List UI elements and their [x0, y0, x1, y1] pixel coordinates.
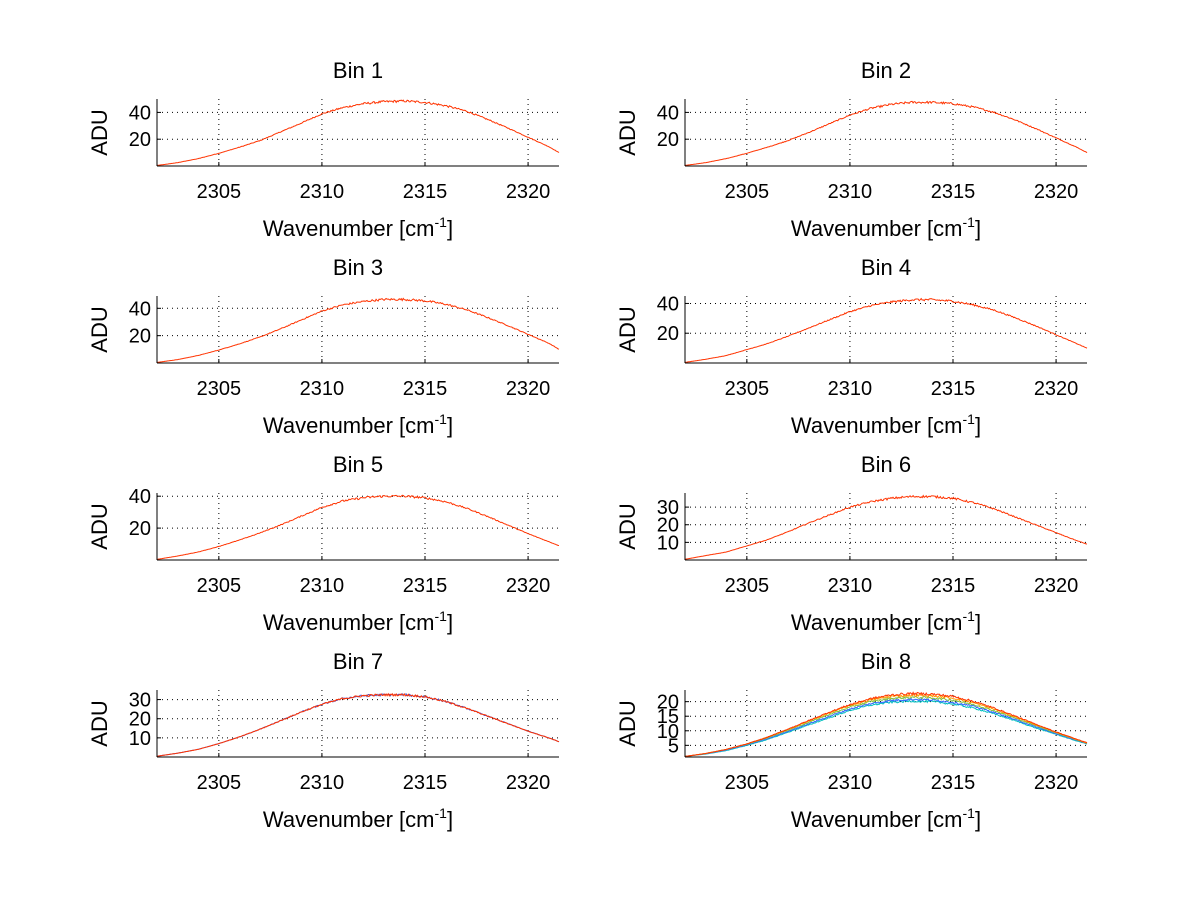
series-line	[684, 697, 1088, 757]
y-tick-label: 20	[129, 518, 151, 540]
y-tick-label: 40	[129, 298, 151, 320]
x-tick-label: 2320	[1034, 575, 1079, 597]
y-tick-label: 20	[657, 515, 679, 537]
subplot-3: Bin 3 2305 2310 2315 2320 20 40 ADU Wavenumber […	[87, 255, 560, 438]
x-axis-label: Wavenumber [cm-1]	[263, 411, 453, 438]
series-line	[684, 494, 1088, 560]
subplot-5: Bin 5 2305 2310 2315 2320 20 40 ADU Wavenumber […	[87, 452, 560, 635]
series-line	[156, 297, 560, 363]
x-tick-label: 2315	[403, 378, 448, 400]
x-tick-label: 2310	[828, 378, 873, 400]
x-tick-label: 2315	[931, 181, 976, 203]
x-tick-label: 2310	[300, 772, 345, 794]
y-tick-label: 10	[129, 728, 151, 750]
y-tick-label: 20	[657, 129, 679, 151]
y-axis-label: ADU	[615, 503, 640, 549]
x-tick-label: 2315	[931, 772, 976, 794]
x-tick-label: 2305	[197, 378, 242, 400]
x-tick-label: 2320	[1034, 378, 1079, 400]
y-tick-label: 15	[657, 706, 679, 728]
series-line	[684, 100, 1088, 166]
y-tick-label: 10	[657, 532, 679, 554]
subplot-4: Bin 4 2305 2310 2315 2320 20 40 ADU Wavenumber […	[615, 255, 1088, 438]
y-tick-label: 40	[129, 102, 151, 124]
x-axis-label: Wavenumber [cm-1]	[791, 214, 981, 241]
y-tick-label: 20	[129, 709, 151, 731]
x-tick-label: 2310	[300, 181, 345, 203]
y-axis-label: ADU	[615, 109, 640, 155]
x-axis-label: Wavenumber [cm-1]	[791, 805, 981, 832]
y-tick-label: 20	[129, 129, 151, 151]
x-tick-label: 2305	[725, 181, 770, 203]
y-tick-label: 20	[129, 326, 151, 348]
y-tick-label: 30	[129, 690, 151, 712]
y-tick-label: 20	[657, 692, 679, 714]
y-tick-label: 5	[668, 735, 679, 757]
x-tick-label: 2305	[725, 378, 770, 400]
subplot-title: Bin 7	[333, 649, 383, 674]
x-axis-label: Wavenumber [cm-1]	[791, 608, 981, 635]
subplot-title: Bin 6	[861, 452, 911, 477]
x-tick-label: 2310	[300, 378, 345, 400]
y-axis-label: ADU	[615, 306, 640, 352]
series-line	[156, 494, 560, 560]
series-line	[684, 691, 1088, 757]
x-tick-label: 2320	[1034, 772, 1079, 794]
subplot-2: Bin 2 2305 2310 2315 2320 20 40 ADU Wavenumber […	[615, 58, 1088, 241]
x-tick-label: 2305	[197, 575, 242, 597]
x-tick-label: 2320	[1034, 181, 1079, 203]
y-axis-label: ADU	[87, 700, 112, 746]
subplot-title: Bin 4	[861, 255, 911, 280]
x-tick-label: 2305	[197, 181, 242, 203]
y-tick-label: 40	[657, 102, 679, 124]
x-tick-label: 2315	[931, 378, 976, 400]
x-tick-label: 2315	[403, 575, 448, 597]
series-line	[156, 692, 560, 757]
x-axis-label: Wavenumber [cm-1]	[263, 805, 453, 832]
subplot-1: Bin 1 2305 2310 2315 2320 20 40 ADU Wavenumber […	[87, 58, 560, 241]
y-axis-label: ADU	[615, 700, 640, 746]
x-tick-label: 2320	[506, 181, 551, 203]
x-tick-label: 2315	[403, 181, 448, 203]
x-tick-label: 2320	[506, 772, 551, 794]
subplot-title: Bin 2	[861, 58, 911, 83]
x-tick-label: 2320	[506, 575, 551, 597]
y-axis-label: ADU	[87, 503, 112, 549]
y-tick-label: 40	[129, 486, 151, 508]
x-axis-label: Wavenumber [cm-1]	[791, 411, 981, 438]
x-tick-label: 2320	[506, 378, 551, 400]
x-axis-label: Wavenumber [cm-1]	[263, 608, 453, 635]
subplot-title: Bin 3	[333, 255, 383, 280]
subplot-title: Bin 1	[333, 58, 383, 83]
x-tick-label: 2305	[197, 772, 242, 794]
series-line	[156, 99, 560, 166]
y-axis-label: ADU	[87, 306, 112, 352]
subplot-title: Bin 8	[861, 649, 911, 674]
y-tick-label: 30	[657, 497, 679, 519]
x-tick-label: 2315	[931, 575, 976, 597]
x-tick-label: 2310	[828, 772, 873, 794]
y-tick-label: 40	[657, 293, 679, 315]
y-tick-label: 10	[657, 721, 679, 743]
subplot-title: Bin 5	[333, 452, 383, 477]
y-tick-label: 20	[657, 323, 679, 345]
x-tick-label: 2310	[828, 575, 873, 597]
series-line	[156, 692, 560, 757]
x-tick-label: 2310	[828, 181, 873, 203]
x-tick-label: 2310	[300, 575, 345, 597]
x-tick-label: 2305	[725, 772, 770, 794]
x-axis-label: Wavenumber [cm-1]	[263, 214, 453, 241]
series-line	[684, 695, 1088, 757]
series-line	[684, 297, 1088, 363]
series-line	[684, 699, 1088, 757]
y-axis-label: ADU	[87, 109, 112, 155]
x-tick-label: 2305	[725, 575, 770, 597]
x-tick-label: 2315	[403, 772, 448, 794]
